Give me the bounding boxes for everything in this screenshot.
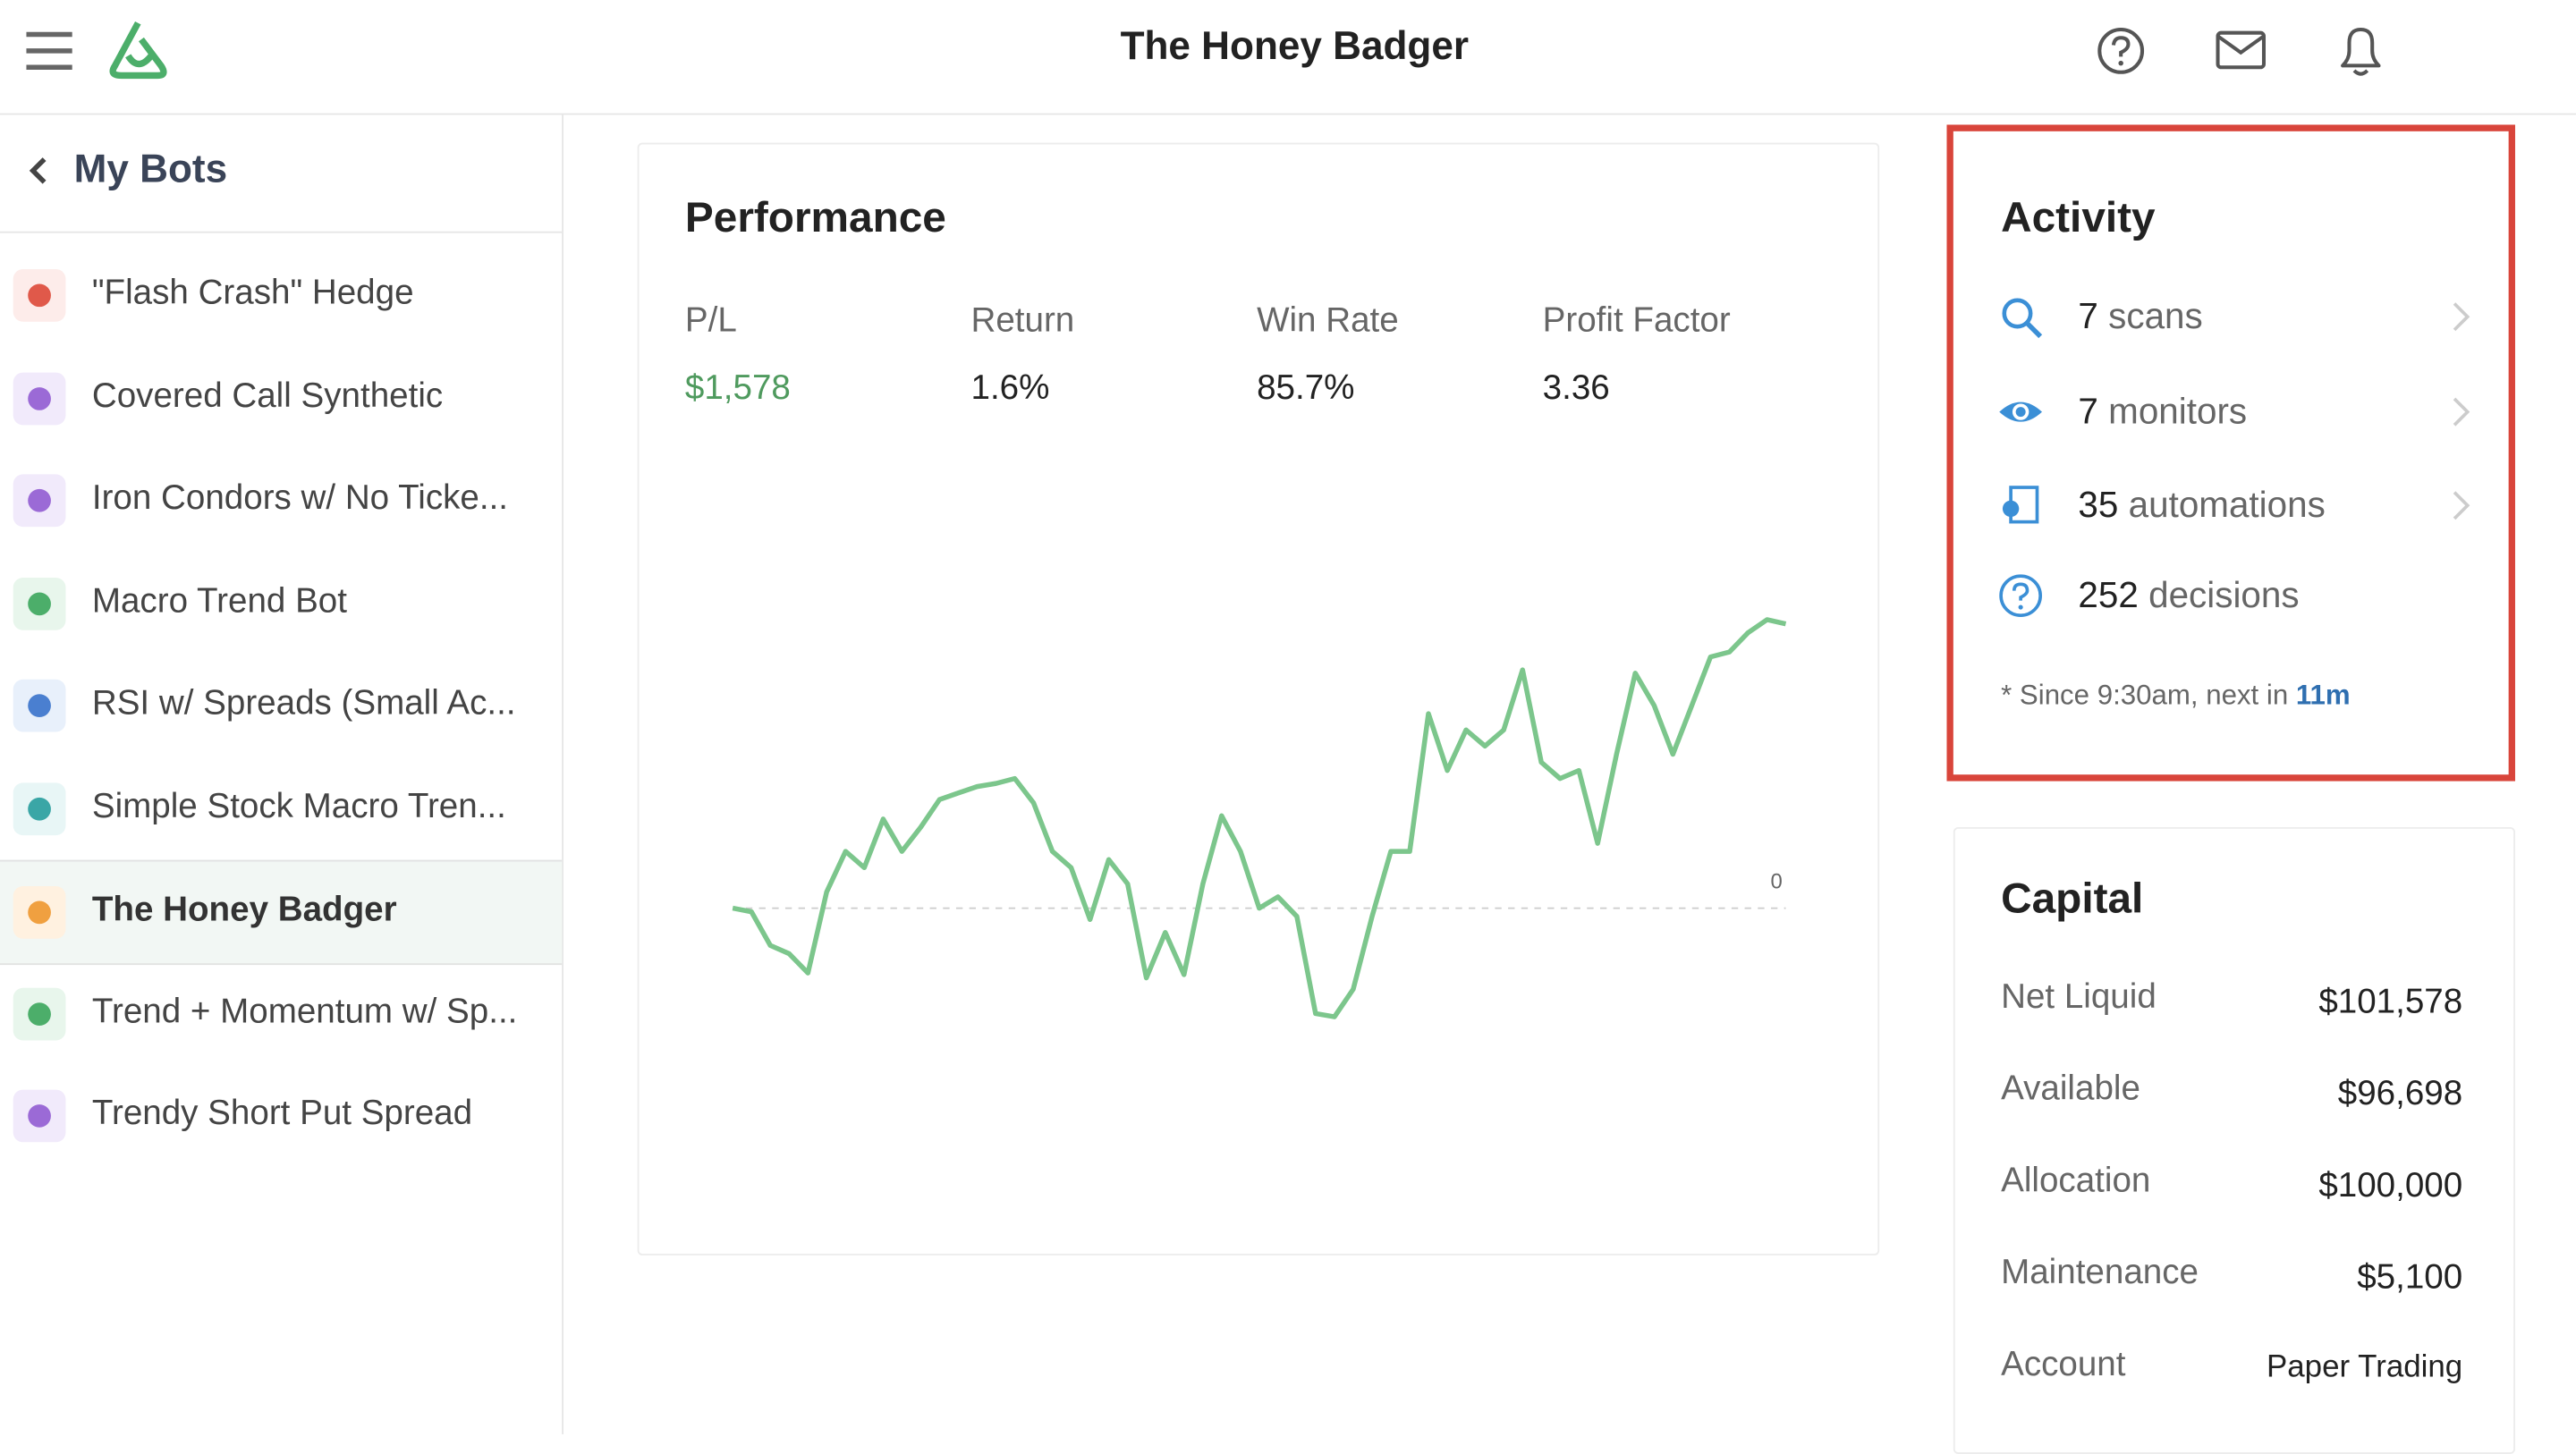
capital-label: Allocation	[2001, 1162, 2151, 1200]
chevron	[2451, 489, 2470, 530]
metric-value: 3.36	[1542, 368, 1610, 408]
next-time: 11m	[2295, 679, 2351, 711]
metric-label: Win Rate	[1257, 301, 1399, 340]
performance-card	[637, 142, 1880, 1255]
activity-label: monitors	[2108, 390, 2248, 432]
bot-icon	[13, 474, 66, 528]
mail-icon[interactable]	[2215, 30, 2267, 72]
bot-item[interactable]: Macro Trend Bot	[0, 553, 562, 655]
activity-text: 252 decisions	[2078, 574, 2299, 617]
bot-name: Covered Call Synthetic	[91, 376, 444, 415]
menu-button[interactable]	[26, 30, 72, 72]
activity-item[interactable]: 252 decisions	[1995, 570, 2479, 622]
activity-icon	[1997, 294, 2046, 351]
bot-name: Iron Condors w/ No Ticke...	[91, 478, 509, 518]
bot-item[interactable]: Trendy Short Put Spread	[0, 1065, 562, 1167]
activity-title: Activity	[2001, 191, 2156, 241]
bot-name: The Honey Badger	[91, 891, 397, 929]
bot-name: Trend + Momentum w/ Sp...	[91, 992, 518, 1030]
bot-icon	[13, 371, 66, 425]
help-icon[interactable]	[2097, 26, 2146, 75]
metric-label: P/L	[684, 301, 737, 340]
capital-title: Capital	[2001, 873, 2144, 923]
bot-item[interactable]: RSI w/ Spreads (Small Ac...	[0, 655, 562, 757]
bot-name: "Flash Crash" Hedge	[91, 274, 414, 312]
activity-label: automations	[2128, 484, 2326, 526]
capital-label: Net Liquid	[2001, 977, 2157, 1016]
capital-value: $100,000	[2318, 1166, 2463, 1205]
pl-line	[732, 617, 1787, 1019]
bot-icon	[13, 268, 66, 322]
chevron	[2451, 300, 2470, 342]
capital-label: Available	[2001, 1069, 2140, 1108]
activity-label: decisions	[2148, 574, 2300, 616]
capital-value: $5,100	[2357, 1258, 2463, 1297]
capital-value: Paper Trading	[2266, 1350, 2463, 1385]
sidebar	[0, 114, 564, 1434]
activity-item[interactable]: 7 monitors	[1995, 385, 2479, 438]
activity-count: 7	[2078, 295, 2098, 337]
bot-icon	[13, 986, 66, 1040]
bot-item[interactable]: Simple Stock Macro Tren...	[0, 757, 562, 859]
activity-note: * Since 9:30am, next in 11m	[2001, 680, 2351, 713]
activity-count: 7	[2078, 390, 2098, 432]
activity-text: 35 automations	[2078, 484, 2325, 527]
performance-chart: 0	[732, 617, 1787, 1019]
capital-value: $101,578	[2318, 983, 2463, 1021]
bot-name: Trendy Short Put Spread	[91, 1095, 473, 1133]
logo[interactable]	[102, 16, 174, 81]
bot-icon	[13, 782, 66, 835]
notifications-icon[interactable]	[2336, 23, 2385, 79]
activity-icon	[1997, 572, 2046, 630]
metric-value: 85.7%	[1257, 368, 1355, 408]
activity-count: 252	[2078, 574, 2139, 616]
bot-name: RSI w/ Spreads (Small Ac...	[91, 684, 516, 723]
activity-count: 35	[2078, 484, 2119, 526]
bot-item[interactable]: Iron Condors w/ No Ticke...	[0, 450, 562, 552]
bot-icon	[13, 1089, 66, 1143]
activity-text: 7 scans	[2078, 295, 2202, 338]
activity-highlight	[1946, 124, 2515, 782]
zero-label: 0	[1771, 870, 1783, 894]
metric-label: Return	[970, 301, 1075, 340]
capital-label: Maintenance	[2001, 1254, 2199, 1292]
note-text: * Since 9:30am, next in	[2001, 679, 2289, 711]
bot-item[interactable]: Trend + Momentum w/ Sp...	[0, 962, 562, 1064]
bot-item[interactable]: "Flash Crash" Hedge	[0, 244, 562, 346]
chevron	[2451, 395, 2470, 436]
back-arrow[interactable]	[26, 156, 49, 185]
bot-icon	[13, 886, 66, 939]
metric-label: Profit Factor	[1542, 301, 1731, 340]
activity-label: scans	[2108, 295, 2203, 337]
bot-icon	[13, 577, 66, 630]
capital-card	[1953, 826, 2515, 1454]
activity-icon	[1997, 389, 2046, 446]
back-link[interactable]: My Bots	[73, 148, 228, 192]
activity-text: 7 monitors	[2078, 391, 2247, 434]
activity-item[interactable]: 7 scans	[1995, 291, 2479, 343]
capital-label: Account	[2001, 1345, 2126, 1384]
capital-value: $96,698	[2337, 1075, 2463, 1113]
bot-item[interactable]: The Honey Badger	[0, 859, 563, 966]
divider	[0, 231, 563, 233]
metric-value: 1.6%	[970, 368, 1050, 408]
activity-icon	[1997, 483, 2046, 540]
bot-name: Simple Stock Macro Tren...	[91, 786, 506, 825]
activity-item[interactable]: 35 automations	[1995, 479, 2479, 532]
page-title: The Honey Badger	[1120, 24, 1470, 70]
bot-icon	[13, 679, 66, 732]
performance-title: Performance	[684, 191, 946, 241]
bot-name: Macro Trend Bot	[91, 581, 347, 620]
metric-value: $1,578	[684, 368, 791, 408]
header	[0, 0, 2576, 115]
bot-item[interactable]: Covered Call Synthetic	[0, 347, 562, 449]
